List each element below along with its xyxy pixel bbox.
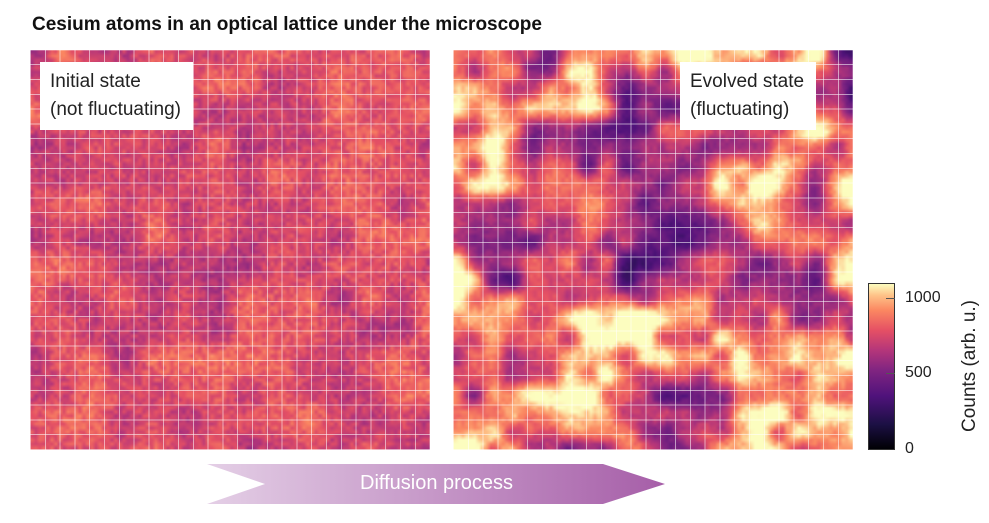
evolved-state-panel: Evolved state (fluctuating) [453,50,853,450]
figure-title: Cesium atoms in an optical lattice under… [32,14,542,35]
initial-state-label: Initial state (not fluctuating) [40,62,193,130]
colorbar-tick [886,373,895,374]
colorbar-tick [886,298,895,299]
arrow-label: Diffusion process [360,472,514,494]
label-line2: (not fluctuating) [50,99,181,120]
colorbar-tick-label: 500 [905,364,932,381]
initial-state-panel: Initial state (not fluctuating) [30,50,430,450]
label-line2: (fluctuating) [690,99,790,120]
colorbar-tick-label: 1000 [905,289,941,306]
colorbar-label: Counts (arb. u.) [959,300,980,432]
colorbar [868,283,895,450]
evolved-state-label: Evolved state (fluctuating) [680,62,817,130]
diffusion-arrow [207,464,665,504]
label-line1: Evolved state [690,71,805,92]
colorbar-tick-label: 0 [905,440,914,457]
label-line1: Initial state [50,71,141,92]
